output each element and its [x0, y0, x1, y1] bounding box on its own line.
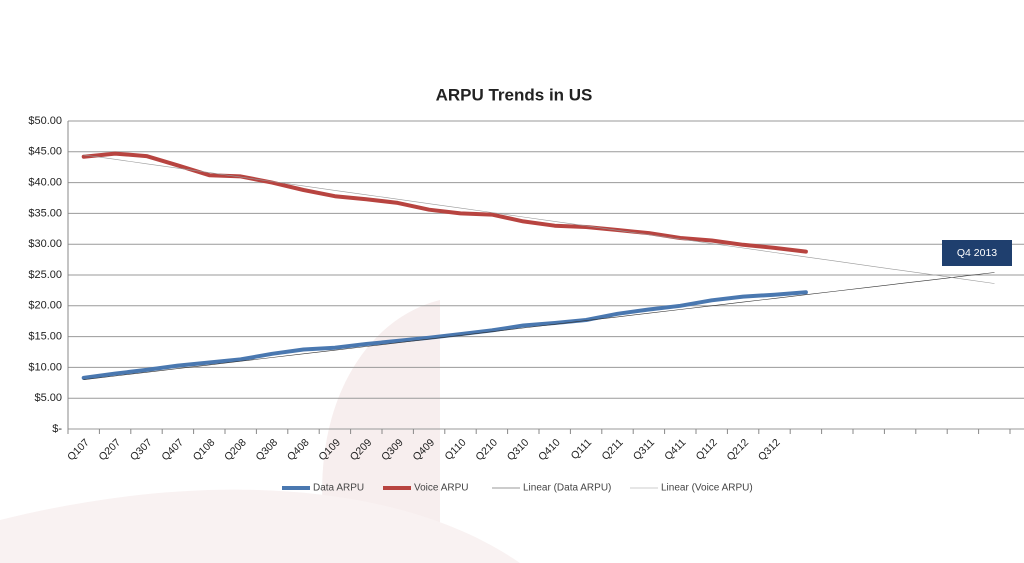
legend-label: Linear (Voice ARPU) [661, 483, 753, 494]
y-tick-label: $- [52, 423, 62, 435]
y-tick-label: $50.00 [28, 115, 62, 127]
y-tick-label: $35.00 [28, 207, 62, 219]
x-tick-label: Q307 [128, 436, 155, 463]
y-tick-label: $25.00 [28, 269, 62, 281]
y-tick-label: $5.00 [34, 392, 62, 404]
legend-label: Data ARPU [313, 483, 364, 494]
series-line [81, 290, 808, 380]
y-tick-label: $40.00 [28, 177, 62, 189]
x-tick-label: Q308 [254, 436, 281, 463]
x-tick-label: Q410 [536, 436, 563, 463]
y-tick-label: $10.00 [28, 361, 62, 373]
x-tick-label: Q111 [569, 436, 595, 462]
y-tick-label: $15.00 [28, 331, 62, 343]
x-tick-label: Q411 [662, 436, 688, 462]
x-tick-label: Q311 [631, 436, 657, 462]
x-tick-label: Q408 [285, 436, 312, 463]
chart-title: ARPU Trends in US [436, 85, 593, 104]
x-tick-label: Q407 [159, 436, 186, 463]
series-line [83, 154, 995, 284]
series-line [83, 272, 995, 380]
x-tick-label: Q112 [694, 436, 720, 462]
legend-label: Linear (Data ARPU) [523, 483, 611, 494]
watermark [0, 489, 520, 563]
x-tick-label: Q107 [65, 436, 92, 463]
annotation-box [942, 240, 1012, 266]
x-tick-label: Q110 [442, 436, 468, 462]
x-tick-label: Q108 [191, 436, 218, 463]
y-tick-label: $20.00 [28, 300, 62, 312]
series-line [81, 151, 808, 254]
annotation: Q4 2013 [957, 247, 997, 259]
x-tick-label: Q212 [725, 436, 752, 463]
x-tick-label: Q211 [599, 436, 625, 462]
x-tick-label: Q310 [505, 436, 532, 463]
x-tick-label: Q210 [473, 436, 500, 463]
watermark [322, 300, 440, 563]
y-tick-label: $30.00 [28, 238, 62, 250]
x-tick-label: Q208 [222, 436, 249, 463]
legend-label: Voice ARPU [414, 483, 468, 494]
y-tick-label: $45.00 [28, 146, 62, 158]
x-tick-label: Q312 [756, 436, 783, 463]
x-tick-label: Q207 [97, 436, 124, 463]
